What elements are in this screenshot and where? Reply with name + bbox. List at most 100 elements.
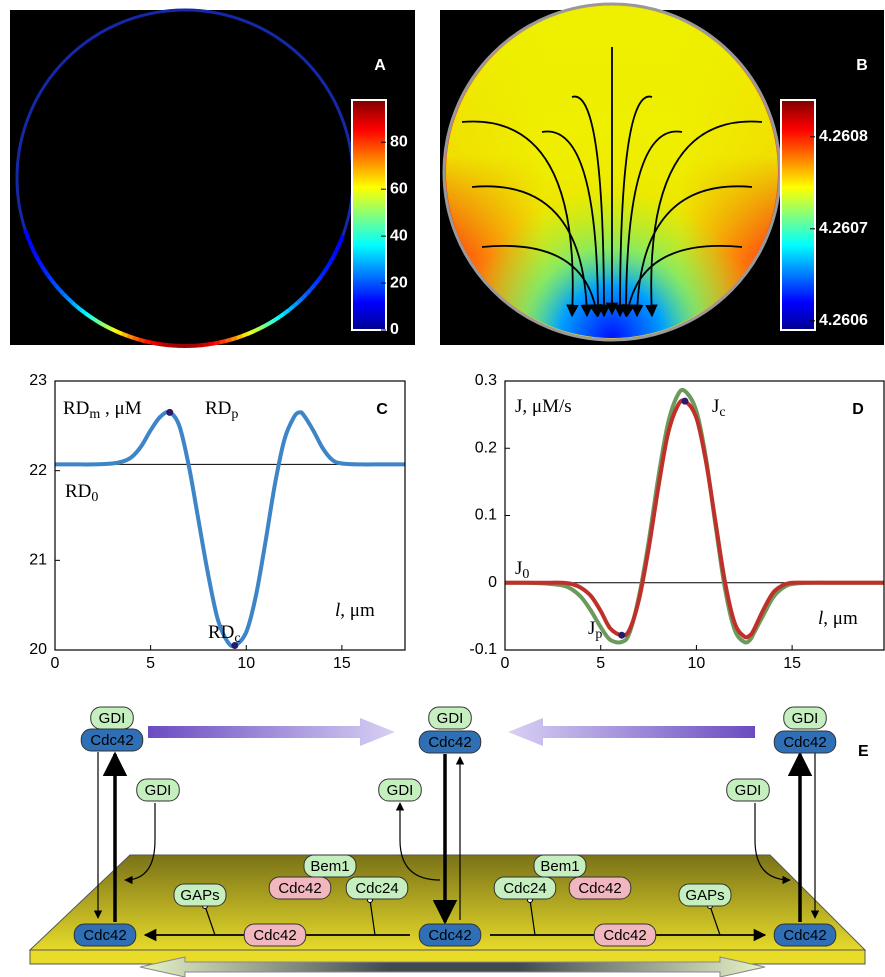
ring-segment [155, 343, 161, 344]
node-label: Bem1 [540, 858, 579, 875]
transport-arrow [148, 718, 395, 746]
node: GAPs [174, 884, 226, 906]
ring-segment [208, 343, 214, 344]
node: GDI [379, 779, 422, 801]
colorbar-label: 4.2606 [819, 312, 868, 329]
line-series [505, 390, 884, 643]
annotation: J, μM/s [515, 396, 572, 417]
node-label: GDI [792, 710, 819, 727]
panel-label: B [856, 57, 868, 74]
ring-segment [336, 246, 339, 252]
annotation-base: RD [65, 481, 91, 502]
ring-segment [95, 320, 101, 323]
annotation-rest: , μm [340, 600, 375, 621]
panel-label: C [376, 401, 388, 418]
ring-segment [236, 336, 242, 338]
colorbar [352, 100, 386, 330]
panel-label: A [374, 57, 386, 74]
x-tick-label: 5 [596, 655, 605, 672]
annotation-base: J, μM/s [515, 396, 572, 417]
annotation: Jc [712, 396, 726, 420]
annotation: RD0 [65, 481, 98, 505]
colorbar-label: 0 [390, 321, 399, 338]
node-label: GDI [99, 710, 126, 727]
annotation-rest: , μm [823, 608, 858, 629]
annotation-sub: p [595, 627, 602, 642]
annotation-base: RD [205, 398, 231, 419]
annotation-sub: 0 [522, 567, 529, 582]
ring-segment [106, 326, 112, 329]
node-label: GDI [387, 782, 414, 799]
node-label: GDI [735, 782, 762, 799]
annotation-base: J [515, 558, 522, 579]
node: GAPs [679, 884, 731, 906]
ring-segment [133, 338, 139, 340]
ring-segment [149, 342, 155, 343]
node-label: Cdc42 [83, 927, 126, 944]
x-tick-label: 15 [333, 655, 351, 672]
y-tick-label: 0.1 [475, 507, 497, 524]
colorbar-label: 20 [390, 274, 408, 291]
annotation-base: RD [208, 622, 234, 643]
node: Cdc42 [594, 924, 656, 946]
ring-segment [29, 240, 32, 246]
node: Cdc24 [494, 877, 556, 899]
ring-segment [219, 341, 225, 342]
ring-segment [36, 256, 39, 262]
node: Cdc42 [419, 731, 481, 753]
annotation-sub: p [231, 407, 238, 422]
ring-segment [196, 345, 202, 346]
x-tick-label: 5 [146, 655, 155, 672]
ring-segment [27, 235, 29, 241]
colorbar-label: 4.2608 [819, 128, 868, 145]
ring-segment [31, 246, 34, 252]
node-label: Cdc24 [503, 880, 546, 897]
transport-arrow [508, 718, 755, 746]
y-tick-label: 23 [29, 372, 47, 389]
ring-segment [333, 252, 336, 258]
ring-segment [258, 326, 264, 329]
node-label: GDI [145, 782, 172, 799]
node-label: Cdc42 [783, 734, 826, 751]
x-tick-label: 0 [501, 655, 510, 672]
colorbar-label: 40 [390, 227, 408, 244]
node: Cdc42 [419, 924, 481, 946]
ring-segment [341, 235, 343, 241]
y-tick-label: 22 [29, 462, 47, 479]
annotation-sub: c [234, 631, 240, 646]
annotation: l, μm [818, 608, 858, 629]
annotation: Jp [588, 618, 602, 642]
node: Cdc24 [346, 877, 408, 899]
ring-segment [225, 339, 231, 341]
node-label: Bem1 [310, 858, 349, 875]
node-label: Cdc24 [355, 880, 398, 897]
y-tick-label: 0.2 [475, 439, 497, 456]
ring-segment [127, 336, 133, 338]
ring-segment [167, 345, 173, 346]
colorbar-label: 80 [390, 133, 408, 150]
node: GDI [91, 707, 134, 729]
node-label: Cdc42 [428, 927, 471, 944]
ring-segment [122, 334, 128, 336]
extremum-point [681, 398, 688, 405]
annotation-sub: m [89, 407, 100, 422]
ring-segment [253, 329, 259, 332]
y-tick-label: 20 [29, 641, 47, 658]
node: Bem1 [534, 855, 586, 877]
y-tick-label: 21 [29, 552, 47, 569]
ring-segment [100, 323, 106, 326]
node: Cdc42 [74, 924, 136, 946]
ring-segment [138, 339, 144, 341]
x-tick-label: 10 [688, 655, 706, 672]
node: Cdc42 [269, 877, 331, 899]
node-label: GAPs [685, 887, 724, 904]
x-tick-label: 15 [783, 655, 801, 672]
ring-segment [338, 241, 341, 247]
node-label: Cdc42 [578, 880, 621, 897]
node-label: Cdc42 [783, 927, 826, 944]
node: Cdc42 [81, 729, 143, 751]
node: Cdc42 [569, 877, 631, 899]
colorbar-label: 4.2607 [819, 220, 868, 237]
extremum-point [166, 409, 173, 416]
